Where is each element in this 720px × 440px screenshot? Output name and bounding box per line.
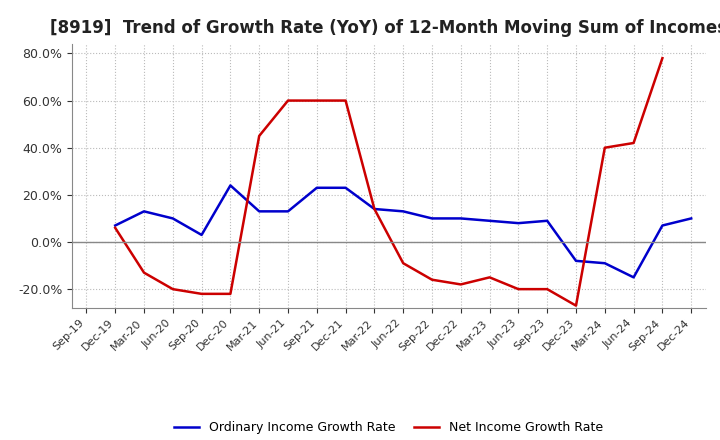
Ordinary Income Growth Rate: [226, 183, 235, 188]
Net Income Growth Rate: [658, 55, 667, 61]
Net Income Growth Rate: [514, 286, 523, 292]
Net Income Growth Rate: [428, 277, 436, 282]
Net Income Growth Rate: [255, 133, 264, 139]
Net Income Growth Rate: [456, 282, 465, 287]
Line: Net Income Growth Rate: Net Income Growth Rate: [115, 58, 662, 306]
Net Income Growth Rate: [111, 225, 120, 231]
Ordinary Income Growth Rate: [600, 260, 609, 266]
Ordinary Income Growth Rate: [572, 258, 580, 264]
Net Income Growth Rate: [341, 98, 350, 103]
Net Income Growth Rate: [284, 98, 292, 103]
Ordinary Income Growth Rate: [111, 223, 120, 228]
Ordinary Income Growth Rate: [543, 218, 552, 224]
Net Income Growth Rate: [140, 270, 148, 275]
Ordinary Income Growth Rate: [197, 232, 206, 238]
Ordinary Income Growth Rate: [485, 218, 494, 224]
Net Income Growth Rate: [197, 291, 206, 297]
Ordinary Income Growth Rate: [370, 206, 379, 212]
Net Income Growth Rate: [485, 275, 494, 280]
Ordinary Income Growth Rate: [168, 216, 177, 221]
Ordinary Income Growth Rate: [514, 220, 523, 226]
Ordinary Income Growth Rate: [284, 209, 292, 214]
Ordinary Income Growth Rate: [428, 216, 436, 221]
Net Income Growth Rate: [370, 206, 379, 212]
Net Income Growth Rate: [168, 286, 177, 292]
Ordinary Income Growth Rate: [456, 216, 465, 221]
Net Income Growth Rate: [572, 303, 580, 308]
Line: Ordinary Income Growth Rate: Ordinary Income Growth Rate: [115, 185, 691, 277]
Ordinary Income Growth Rate: [341, 185, 350, 191]
Net Income Growth Rate: [600, 145, 609, 150]
Legend: Ordinary Income Growth Rate, Net Income Growth Rate: Ordinary Income Growth Rate, Net Income …: [169, 416, 608, 439]
Net Income Growth Rate: [312, 98, 321, 103]
Ordinary Income Growth Rate: [629, 275, 638, 280]
Net Income Growth Rate: [629, 140, 638, 146]
Ordinary Income Growth Rate: [658, 223, 667, 228]
Ordinary Income Growth Rate: [140, 209, 148, 214]
Net Income Growth Rate: [399, 260, 408, 266]
Title: [8919]  Trend of Growth Rate (YoY) of 12-Month Moving Sum of Incomes: [8919] Trend of Growth Rate (YoY) of 12-…: [50, 19, 720, 37]
Ordinary Income Growth Rate: [687, 216, 696, 221]
Net Income Growth Rate: [543, 286, 552, 292]
Ordinary Income Growth Rate: [399, 209, 408, 214]
Net Income Growth Rate: [226, 291, 235, 297]
Ordinary Income Growth Rate: [255, 209, 264, 214]
Ordinary Income Growth Rate: [312, 185, 321, 191]
